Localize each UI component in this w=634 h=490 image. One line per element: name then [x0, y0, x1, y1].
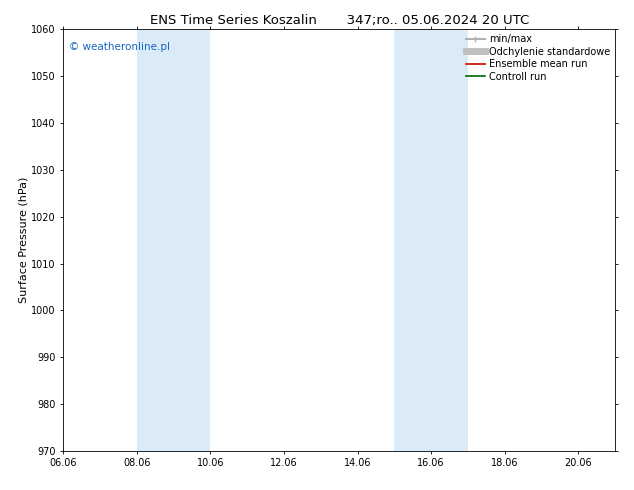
- Legend: min/max, Odchylenie standardowe, Ensemble mean run, Controll run: min/max, Odchylenie standardowe, Ensembl…: [463, 32, 612, 83]
- Title: ENS Time Series Koszalin       347;ro.. 05.06.2024 20 UTC: ENS Time Series Koszalin 347;ro.. 05.06.…: [150, 14, 529, 27]
- Bar: [137, 29, 210, 451]
- Text: © weatheronline.pl: © weatheronline.pl: [69, 42, 170, 52]
- Y-axis label: Surface Pressure (hPa): Surface Pressure (hPa): [18, 177, 29, 303]
- Bar: [394, 29, 468, 451]
